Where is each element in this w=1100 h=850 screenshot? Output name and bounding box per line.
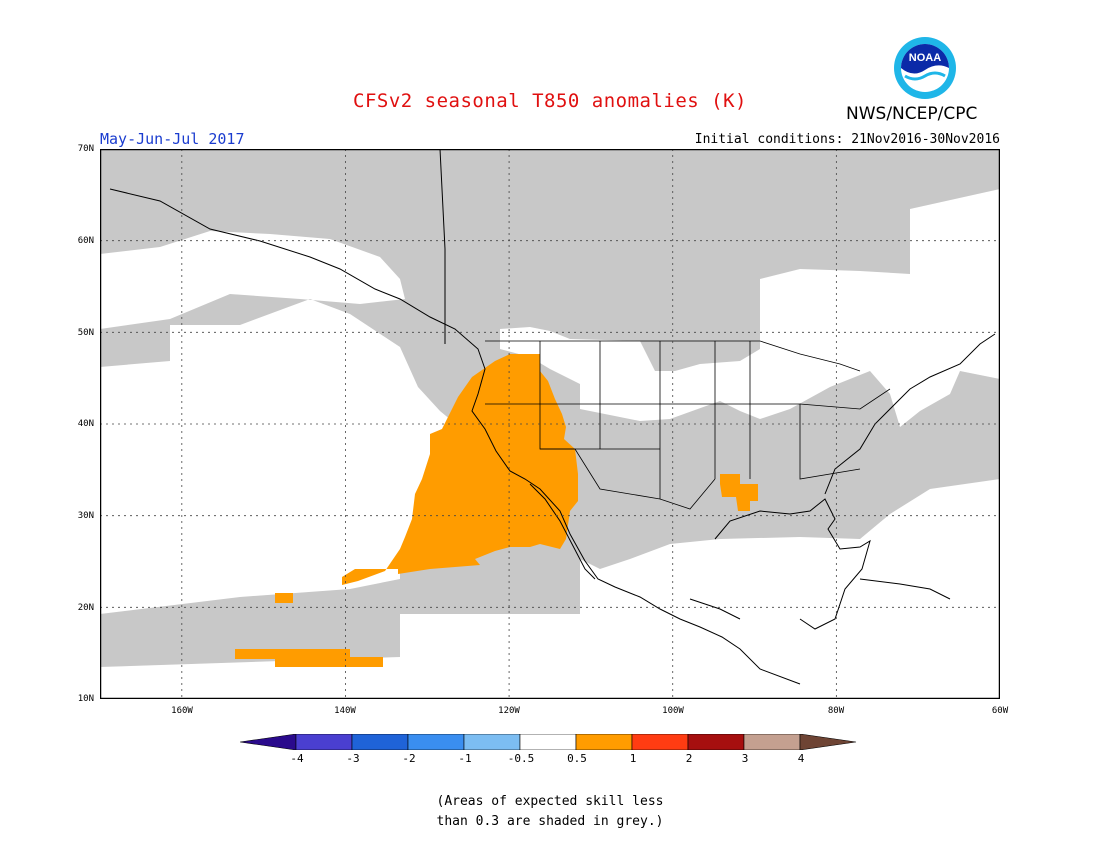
- colorbar-cell: [687, 734, 745, 750]
- lat-label: 50N: [77, 328, 94, 338]
- colorbar-cell: [295, 734, 353, 750]
- initial-conditions-label: Initial conditions: 21Nov2016-30Nov2016: [694, 132, 1000, 147]
- low-skill-shading: [100, 149, 1000, 667]
- colorbar-cell: [463, 734, 521, 750]
- colorbar-label: -1: [458, 752, 472, 765]
- map-frame: [100, 149, 1000, 699]
- skill-note-line: (Areas of expected skill less: [436, 794, 664, 809]
- colorbar-label: -4: [290, 752, 304, 765]
- lon-label: 140W: [334, 706, 356, 716]
- colorbar-label: -2: [402, 752, 416, 765]
- colorbar-cell: [519, 734, 577, 750]
- agency-label: NWS/NCEP/CPC: [846, 104, 978, 124]
- colorbar-cell: [743, 734, 801, 750]
- graticule: [100, 149, 1000, 699]
- colorbar-cell: [799, 734, 857, 750]
- colorbar-label: 1: [629, 752, 637, 765]
- colorbar: [240, 734, 857, 750]
- colorbar-label: 0.5: [567, 752, 587, 765]
- colorbar-label: -0.5: [507, 752, 535, 765]
- skill-note-line: than 0.3 are shaded in grey.): [436, 814, 664, 829]
- colorbar-cell: [575, 734, 633, 750]
- colorbar-cell: [631, 734, 689, 750]
- chart-title: CFSv2 seasonal T850 anomalies (K): [353, 90, 747, 112]
- lat-label: 30N: [77, 511, 94, 521]
- colorbar-cell: [351, 734, 409, 750]
- lat-label: 40N: [77, 419, 94, 429]
- anomaly-patch-small: [275, 593, 293, 603]
- colorbar-cell: [240, 734, 297, 750]
- colorbar-label: 4: [797, 752, 805, 765]
- lon-label: 120W: [498, 706, 520, 716]
- colorbar-cells: [240, 734, 857, 750]
- lon-label: 160W: [171, 706, 193, 716]
- colorbar-label: -3: [346, 752, 360, 765]
- anomaly-map: [100, 149, 1000, 699]
- political-borders: [485, 340, 891, 510]
- lat-label: 70N: [77, 144, 94, 154]
- coastlines: [109, 149, 996, 685]
- lat-label: 20N: [77, 603, 94, 613]
- lon-label: 80W: [827, 706, 845, 716]
- lon-label: 60W: [991, 706, 1009, 716]
- skill-note: (Areas of expected skill less than 0.3 a…: [0, 792, 1100, 832]
- colorbar-label: 3: [741, 752, 749, 765]
- logo-text: NOAA: [909, 52, 941, 64]
- colorbar-cell: [407, 734, 465, 750]
- lat-label: 10N: [77, 694, 94, 704]
- colorbar-label: 2: [685, 752, 693, 765]
- lon-label: 100W: [662, 706, 684, 716]
- anomaly-positive-regions: [235, 354, 758, 667]
- season-label: May-Jun-Jul 2017: [100, 130, 245, 148]
- lat-label: 60N: [77, 236, 94, 246]
- noaa-logo: NOAA: [894, 37, 956, 99]
